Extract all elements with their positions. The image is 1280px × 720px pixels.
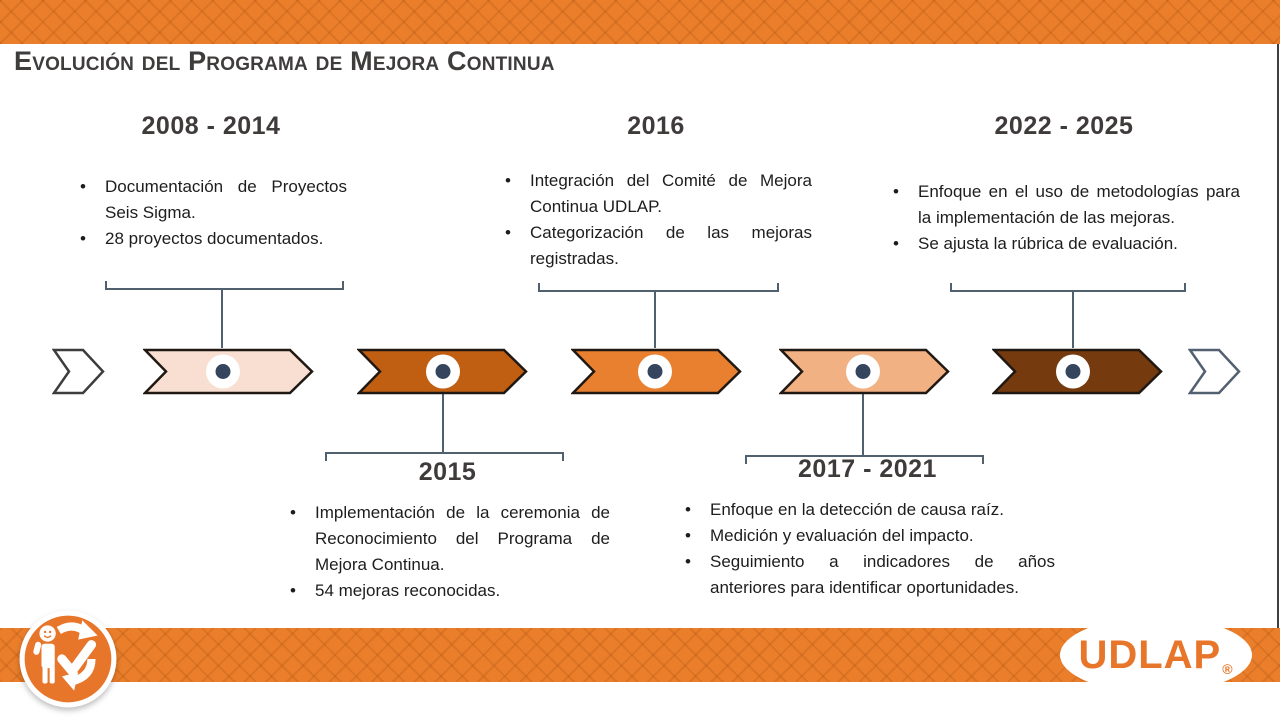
arrow-2022-2025-icon — [992, 348, 1163, 395]
period-2008-2014: 2008 - 2014 Documentación de Proyectos S… — [75, 112, 347, 252]
period-bullet-list: Documentación de Proyectos Seis Sigma. 2… — [75, 174, 347, 252]
registered-mark: ® — [1222, 661, 1234, 677]
bullet-item: Implementación de la ceremonia de Recono… — [285, 500, 610, 578]
bullet-item: Enfoque en el uso de metodologías para l… — [888, 179, 1240, 231]
udlap-logo-text: UDLAP — [1078, 632, 1222, 677]
stem-2008-2014 — [221, 288, 223, 348]
udlap-logo: UDLAP ® — [1060, 628, 1252, 682]
bullet-item: 54 mejoras reconocidas. — [285, 578, 610, 604]
period-2015: 2015 Implementación de la ceremonia de R… — [285, 458, 610, 604]
period-bullet-list: Integración del Comité de Mejora Continu… — [500, 168, 812, 272]
top-banner — [0, 0, 1280, 44]
period-bullet-list: Enfoque en el uso de metodologías para l… — [888, 179, 1240, 257]
bullet-item: Se ajusta la rúbrica de evaluación. — [888, 231, 1240, 257]
bullet-item: Seguimiento a indicadores de años anteri… — [680, 549, 1055, 601]
slide-right-border — [1277, 44, 1279, 630]
arrow-2008-2014-icon — [143, 348, 314, 395]
period-label: 2017 - 2021 — [798, 455, 937, 483]
bullet-item: Integración del Comité de Mejora Continu… — [500, 168, 812, 220]
period-2017-2021: 2017 - 2021 Enfoque en la detección de c… — [680, 455, 1055, 601]
period-bullet-list: Implementación de la ceremonia de Recono… — [285, 500, 610, 604]
bullet-item: Documentación de Proyectos Seis Sigma. — [75, 174, 347, 226]
period-label: 2008 - 2014 — [141, 112, 281, 140]
timeline-end-chevron-icon — [1188, 348, 1241, 395]
arrow-2015-icon — [357, 348, 528, 395]
period-label: 2015 — [418, 458, 477, 486]
bracket-2017-2021 — [745, 455, 984, 464]
arrow-2017-2021-icon — [779, 348, 950, 395]
bullet-item: Medición y evaluación del impacto. — [680, 523, 1055, 549]
stem-2016 — [654, 290, 656, 348]
arrow-2016-icon — [571, 348, 742, 395]
milestone-marker — [855, 364, 871, 379]
milestone-marker — [1065, 364, 1081, 379]
stem-2022-2025 — [1072, 290, 1074, 348]
bullet-item: Categorización de las mejoras registrada… — [500, 220, 812, 272]
period-2016: 2016 Integración del Comité de Mejora Co… — [500, 112, 812, 272]
milestone-marker — [435, 364, 451, 379]
milestone-marker — [647, 364, 663, 379]
bracket-2008-2014 — [105, 281, 344, 290]
bracket-2015 — [325, 452, 564, 461]
period-label: 2022 - 2025 — [994, 112, 1134, 140]
stem-2017-2021 — [862, 394, 864, 455]
period-label: 2016 — [627, 112, 685, 140]
stem-2015 — [442, 394, 444, 452]
period-2022-2025: 2022 - 2025 Enfoque en el uso de metodol… — [888, 112, 1240, 257]
bullet-item: Enfoque en la detección de causa raíz. — [680, 497, 1055, 523]
mejora-continua-badge-icon — [19, 610, 117, 708]
bullet-item: 28 proyectos documentados. — [75, 226, 347, 252]
udlap-logo-capsule — [1060, 617, 1252, 693]
period-bullet-list: Enfoque en la detección de causa raíz. M… — [680, 497, 1055, 601]
bracket-2016 — [538, 283, 779, 292]
milestone-marker — [215, 364, 231, 379]
bracket-2022-2025 — [950, 283, 1186, 292]
timeline-start-chevron-icon — [52, 348, 105, 395]
page-title: Evolución del Programa de Mejora Continu… — [14, 46, 555, 76]
